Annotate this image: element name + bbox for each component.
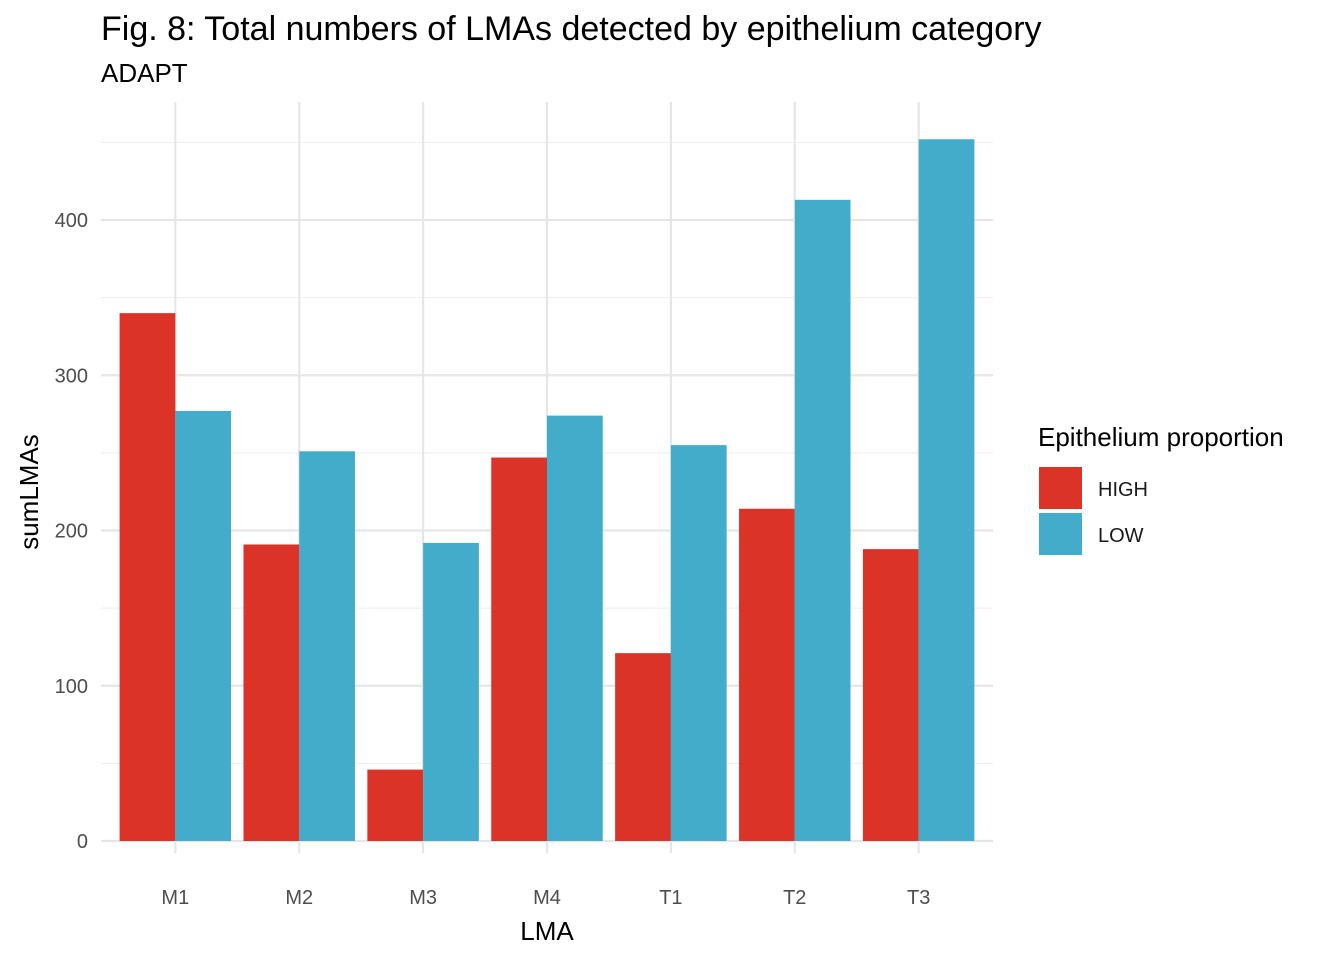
- x-axis-ticks: M1 M2 M3 M4 T1 T2 T3: [161, 887, 930, 909]
- y-tick-label: 300: [55, 365, 88, 387]
- y-tick-label: 100: [55, 676, 88, 698]
- chart-title: Fig. 8: Total numbers of LMAs detected b…: [101, 10, 1042, 48]
- bar-low-m3: [423, 542, 479, 841]
- y-tick-label: 400: [55, 210, 88, 232]
- bar-low-m4: [547, 415, 603, 841]
- chart-subtitle: ADAPT: [101, 58, 188, 88]
- bar-low-m1: [175, 410, 232, 841]
- bar-high-m1: [119, 313, 176, 841]
- legend: Epithelium proportion HIGH LOW: [1038, 422, 1284, 555]
- bar-low-t1: [670, 445, 727, 841]
- legend-label-high: HIGH: [1098, 479, 1148, 501]
- y-axis-title: sumLMAs: [14, 434, 44, 550]
- x-tick-label: T2: [783, 887, 806, 909]
- bar-high-m4: [491, 457, 547, 841]
- legend-swatch-high: [1039, 467, 1082, 509]
- legend-items: HIGH LOW: [1039, 467, 1148, 555]
- bar-high-m2: [243, 544, 300, 841]
- y-axis-ticks: 0 100 200 300 400: [55, 210, 88, 853]
- bar-high-t3: [862, 549, 919, 841]
- bar-low-t2: [794, 199, 851, 841]
- x-tick-label: M1: [161, 887, 189, 909]
- legend-swatch-low: [1039, 513, 1082, 555]
- x-axis-title: LMA: [520, 916, 574, 946]
- legend-label-low: LOW: [1098, 525, 1144, 547]
- bar-high-m3: [367, 769, 424, 841]
- x-tick-label: T1: [659, 887, 682, 909]
- y-tick-label: 200: [55, 521, 88, 543]
- bars: [119, 139, 975, 841]
- bar-low-t3: [918, 139, 975, 841]
- bar-high-t1: [615, 653, 671, 841]
- x-tick-label: T3: [907, 887, 930, 909]
- x-tick-label: M4: [533, 887, 561, 909]
- legend-title: Epithelium proportion: [1038, 422, 1284, 452]
- x-tick-label: M3: [409, 887, 437, 909]
- bar-low-m2: [299, 451, 355, 841]
- y-tick-label: 0: [77, 831, 88, 853]
- bar-high-t2: [739, 508, 795, 841]
- x-tick-label: M2: [285, 887, 313, 909]
